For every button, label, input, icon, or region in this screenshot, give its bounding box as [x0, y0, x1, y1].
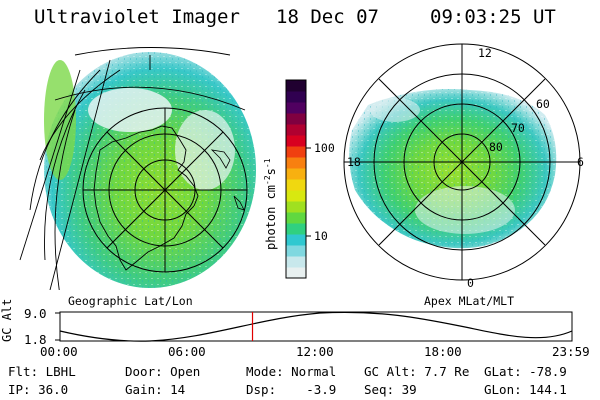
- y-tick-9: 9.0: [24, 306, 47, 321]
- colorbar-swatch: [286, 157, 306, 169]
- coastline: [93, 125, 199, 271]
- colorbar-tick-10: 10: [314, 229, 328, 243]
- colorbar-swatch: [286, 179, 306, 191]
- mlat-label-70: 70: [511, 121, 525, 135]
- colorbar-swatch: [286, 168, 306, 180]
- mlat-label-80: 80: [489, 140, 503, 154]
- colorbar-swatch: [286, 113, 306, 125]
- colorbar-frame: [285, 79, 307, 279]
- info-ip: IP: 36.0: [8, 382, 69, 397]
- info-gain: Gain: 14: [125, 382, 186, 397]
- right-map-caption: Apex MLat/MLT: [424, 294, 515, 308]
- colorbar-tick-100: 100: [314, 141, 335, 155]
- colorbar-swatch: [286, 190, 306, 202]
- info-glat: GLat: -78.9: [484, 364, 567, 379]
- info-dsp: Dsp: -3.9: [246, 382, 337, 397]
- mlt-label-6: 6: [577, 155, 584, 169]
- colorbar-swatch: [286, 124, 306, 136]
- info-gc-alt: GC Alt: 7.7 Re: [364, 364, 470, 379]
- magnetic-map: [343, 43, 581, 281]
- date-label: 18 Dec 07: [276, 6, 379, 28]
- info-door: Door: Open: [125, 364, 201, 379]
- x-tick-1800: 18:00: [424, 344, 462, 359]
- colorbar-swatch: [286, 234, 306, 246]
- colorbar: [285, 79, 311, 279]
- info-mode: Mode: Normal: [246, 364, 337, 379]
- x-tick-2359: 23:59: [552, 344, 590, 359]
- mlt-label-12: 12: [478, 46, 492, 60]
- geographic-map: [19, 47, 256, 290]
- info-flt: Flt: LBHL: [8, 364, 76, 379]
- app-title: Ultraviolet Imager: [34, 6, 240, 28]
- colorbar-swatch: [286, 267, 306, 279]
- colorbar-swatch: [286, 245, 306, 257]
- colorbar-swatch: [286, 256, 306, 268]
- colorbar-swatch: [286, 212, 306, 224]
- x-tick-0600: 06:00: [168, 344, 206, 359]
- mlt-label-18: 18: [347, 155, 361, 169]
- y-tick-1: 1.8: [24, 332, 47, 347]
- colorbar-swatch: [286, 102, 306, 114]
- colorbar-swatch: [286, 146, 306, 158]
- altitude-curve: [59, 311, 573, 342]
- colorbar-unit-label: photon cm-2s-1: [263, 158, 278, 250]
- left-map-caption: Geographic Lat/Lon: [68, 294, 193, 308]
- colorbar-swatch: [286, 223, 306, 235]
- info-seq: Seq: 39: [364, 382, 417, 397]
- mlt-label-0: 0: [467, 276, 474, 290]
- colorbar-swatch: [286, 135, 306, 147]
- x-tick-0000: 00:00: [40, 344, 78, 359]
- colorbar-swatch: [286, 201, 306, 213]
- gc-alt-axis-label: GC Alt: [0, 298, 14, 342]
- altitude-plot: [55, 311, 573, 342]
- info-glon: GLon: 144.1: [484, 382, 567, 397]
- colorbar-swatch: [286, 91, 306, 103]
- x-tick-1200: 12:00: [296, 344, 334, 359]
- time-label: 09:03:25 UT: [430, 6, 556, 28]
- mlat-label-60: 60: [536, 97, 550, 111]
- colorbar-swatch: [286, 80, 306, 92]
